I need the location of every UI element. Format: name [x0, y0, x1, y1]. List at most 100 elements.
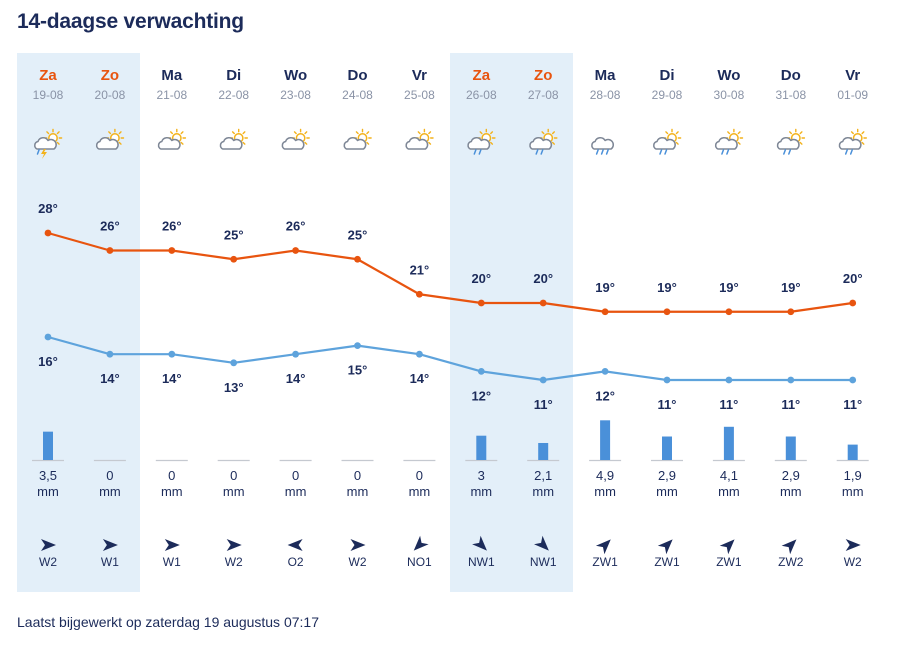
max-temp-label: 26°: [100, 219, 120, 234]
wind-arrow-icon: [350, 539, 366, 551]
cloud-shape: [653, 136, 676, 150]
day-name: Wo: [284, 67, 307, 84]
sun-ray: [428, 131, 432, 135]
wind-arrow-shape: [287, 539, 303, 551]
sun-shower-icon: [653, 128, 682, 155]
wind-arrow-shape: [534, 535, 549, 551]
rain-bar: [476, 435, 487, 460]
partly-cloudy-icon: [405, 128, 434, 150]
rain-drop: [844, 149, 848, 155]
max-temp-point: [787, 308, 795, 316]
rain-drop: [478, 149, 482, 155]
wind-label: W1: [163, 555, 181, 569]
max-temp-line: [47, 231, 853, 313]
rain-unit: mm: [99, 484, 121, 499]
rain-drop: [849, 149, 853, 155]
sun-ray: [366, 141, 370, 145]
wind-label: O2: [288, 555, 304, 569]
min-temp-point: [106, 350, 114, 358]
min-temp-label: 11°: [843, 397, 862, 412]
min-temp-label: 13°: [224, 380, 244, 395]
cloud-shape: [95, 136, 119, 150]
sun-ray: [180, 141, 184, 145]
wind-arrow-icon: [413, 535, 429, 551]
sun-ray: [789, 131, 793, 135]
day-date: 21-08: [156, 88, 187, 102]
min-temp-point: [477, 368, 485, 375]
wind-arrow-icon: [845, 539, 861, 551]
wind-label: NW1: [530, 555, 557, 569]
wind-label: NW1: [468, 555, 495, 569]
max-temp-point: [354, 255, 361, 263]
sun-ray: [355, 131, 359, 135]
rain-drop: [783, 149, 787, 155]
max-temp-point: [168, 247, 176, 254]
rain-amount: 0: [230, 468, 237, 483]
day-date: 27-08: [528, 88, 559, 102]
rain-amount: 0: [416, 468, 423, 483]
rain-bar: [662, 436, 672, 460]
wind-label: W2: [39, 555, 57, 569]
partly-cloudy-icon: [95, 128, 125, 150]
day-date: 19-08: [33, 88, 64, 102]
sun-ray: [304, 141, 308, 145]
min-temp-point: [292, 350, 299, 358]
cloud-shape: [281, 136, 305, 150]
rain-drop: [595, 149, 599, 155]
thunder-sun-icon: [34, 128, 63, 159]
sun-ray: [737, 141, 741, 145]
sun-ray: [293, 131, 297, 135]
wind-arrow-icon: [102, 539, 118, 551]
sun-ray: [304, 131, 308, 135]
wind-arrow-icon: [164, 539, 180, 551]
sun-ray: [231, 131, 235, 135]
max-temp-point: [44, 229, 52, 237]
wind-arrow-shape: [781, 539, 797, 555]
rain-drop: [540, 149, 544, 155]
min-temp-label: 16°: [38, 354, 58, 369]
day-name: Zo: [534, 67, 552, 84]
wind-label: ZW1: [716, 555, 742, 569]
sun-ray: [665, 131, 669, 135]
wind-arrow-shape: [845, 539, 861, 551]
last-updated-text: Laatst bijgewerkt op zaterdag 19 augustu…: [17, 614, 319, 630]
max-temp-point: [849, 299, 857, 307]
rain-bar: [723, 426, 734, 460]
wind-arrow-shape: [413, 535, 429, 551]
wind-arrow-icon: [287, 539, 303, 551]
min-temp-label: 11°: [781, 397, 800, 412]
rain-amount: 4,1: [720, 468, 738, 483]
rain-unit: mm: [718, 484, 740, 499]
day-date: 23-08: [280, 88, 311, 102]
sun-shower-icon: [838, 128, 867, 155]
min-temp-point: [539, 376, 547, 384]
day-date: 28-08: [590, 88, 621, 102]
wind-arrow-icon: [472, 535, 487, 551]
wind-label: ZW1: [654, 555, 680, 569]
sun-ray: [861, 131, 865, 135]
sun-ray: [180, 131, 184, 135]
min-temp-point: [601, 368, 609, 375]
max-temp-label: 19°: [719, 280, 739, 295]
rain-amount: 3,5: [39, 468, 57, 483]
wind-arrow-icon: [534, 535, 549, 551]
wind-label: W1: [101, 555, 119, 569]
cloud-shape: [529, 136, 553, 150]
day-date: 22-08: [218, 88, 249, 102]
day-name: Di: [226, 67, 241, 84]
min-temp-label: 14°: [100, 371, 120, 386]
min-temp-label: 14°: [410, 371, 430, 386]
sun-shower-icon: [714, 128, 744, 155]
sun-ray: [479, 131, 483, 135]
day-name: Vr: [845, 67, 860, 84]
rain-drop: [659, 149, 663, 155]
rain-drop: [788, 149, 792, 155]
rain-drop: [726, 149, 730, 155]
max-temp-label: 19°: [781, 280, 801, 295]
day-name: Di: [660, 67, 675, 84]
sun-ray: [417, 131, 421, 135]
cloud-shape: [467, 136, 491, 150]
max-temp-point: [416, 290, 423, 298]
rain-drop: [473, 149, 477, 155]
